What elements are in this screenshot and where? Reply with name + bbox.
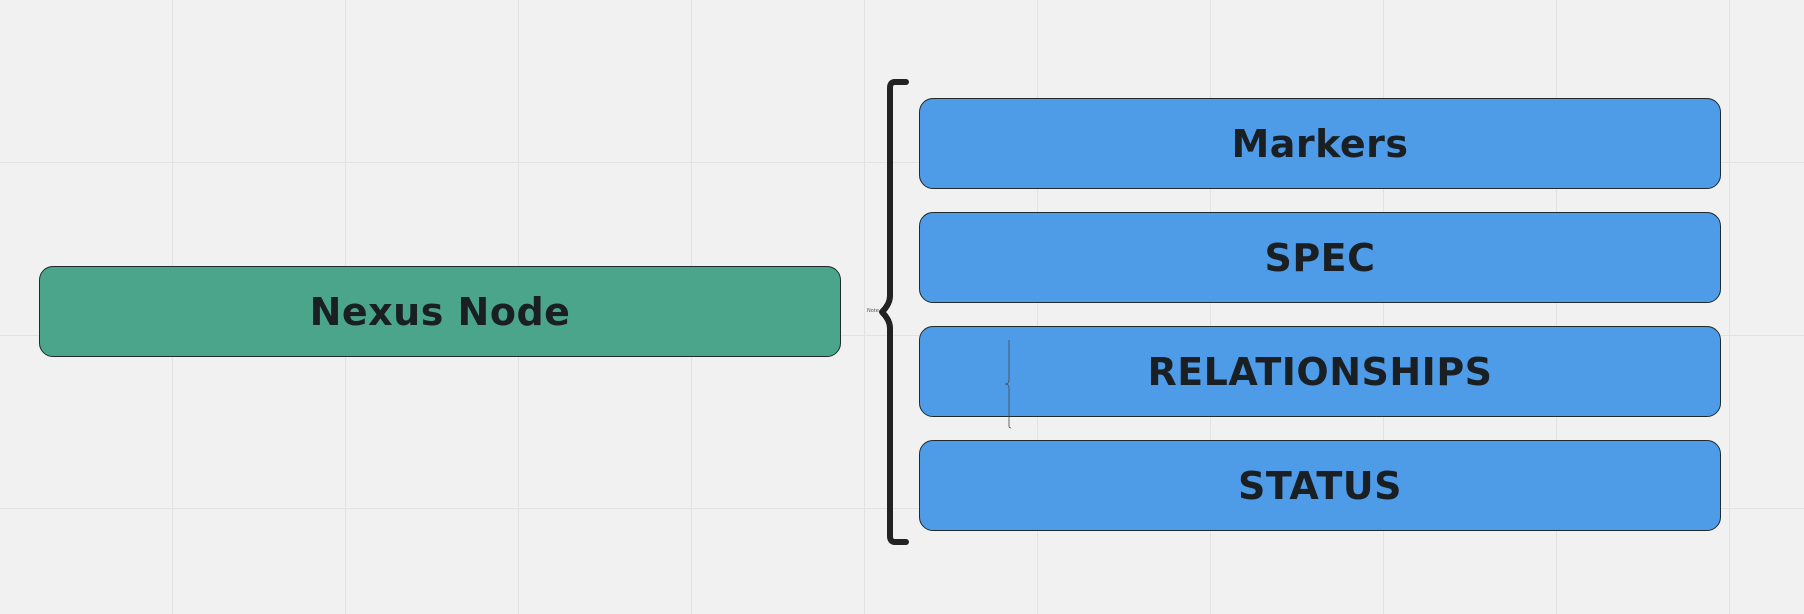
small-brace-connector[interactable] xyxy=(1003,338,1015,430)
nexus-node-label: Nexus Node xyxy=(309,289,571,334)
child-node-label: Markers xyxy=(1231,121,1409,166)
child-node-markers[interactable]: Markers xyxy=(919,98,1721,189)
child-node-status[interactable]: STATUS xyxy=(919,440,1721,531)
curly-brace-connector[interactable] xyxy=(868,76,918,548)
child-node-label: RELATIONSHIPS xyxy=(1147,349,1493,394)
child-node-relationships[interactable]: RELATIONSHIPS xyxy=(919,326,1721,417)
child-node-spec[interactable]: SPEC xyxy=(919,212,1721,303)
brace-note-label: Note xyxy=(867,308,879,314)
child-node-label: SPEC xyxy=(1264,235,1376,280)
child-node-label: STATUS xyxy=(1238,463,1402,508)
nexus-node[interactable]: Nexus Node xyxy=(39,266,841,357)
